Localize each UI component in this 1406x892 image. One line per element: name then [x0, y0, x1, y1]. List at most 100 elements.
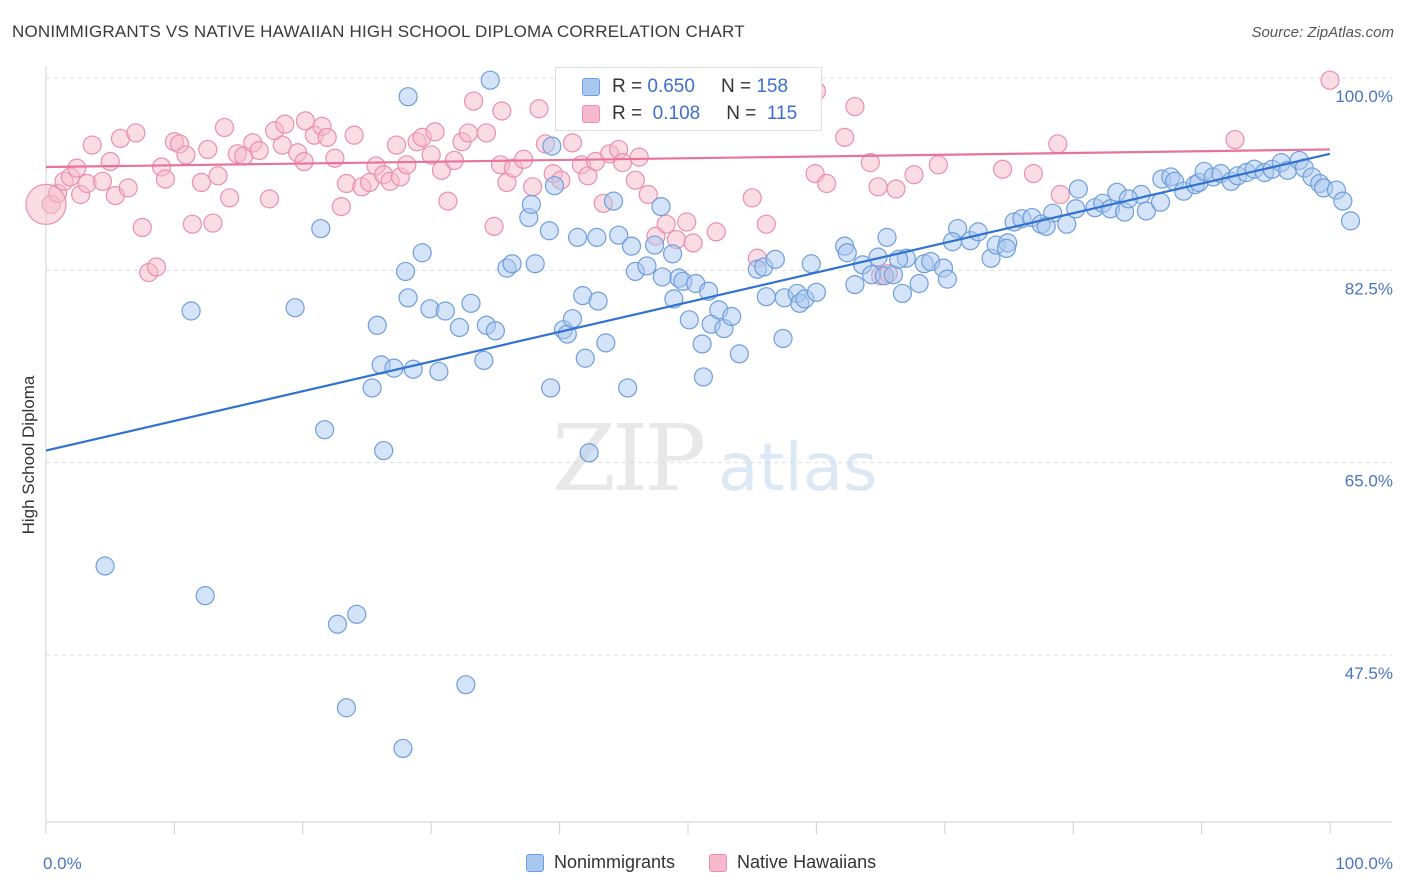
point-native-hawaiians [612, 153, 633, 173]
point-nonimmigrants [652, 267, 672, 287]
point-nonimmigrants [579, 443, 599, 463]
point-nonimmigrants [395, 261, 416, 282]
point-nonimmigrants [1340, 211, 1361, 231]
point-native-hawaiians [476, 123, 497, 143]
point-nonimmigrants [429, 361, 449, 382]
legend-r-value: 0.108 [652, 103, 701, 124]
point-nonimmigrants [542, 136, 562, 156]
point-native-hawaiians [203, 213, 223, 233]
watermark: ZIP atlas [552, 405, 878, 512]
point-nonimmigrants [502, 254, 522, 274]
point-native-hawaiians [132, 217, 152, 238]
point-nonimmigrants [1333, 191, 1353, 211]
point-nonimmigrants [544, 176, 565, 196]
legend-item-native-hawaiians[interactable]: Native Hawaiians [709, 852, 876, 873]
point-nonimmigrants [347, 604, 367, 624]
point-native-hawaiians [656, 214, 676, 234]
point-nonimmigrants [693, 367, 714, 387]
point-native-hawaiians [344, 125, 364, 145]
trend-lines [45, 148, 1331, 452]
trend-line-nonimmigrants [45, 152, 1331, 452]
point-nonimmigrants [485, 321, 505, 341]
point-native-hawaiians [214, 117, 235, 138]
point-native-hawaiians [386, 135, 407, 155]
point-nonimmigrants [541, 378, 561, 398]
legend-swatch-blue [526, 853, 544, 872]
point-nonimmigrants [645, 235, 665, 255]
trend-line-native-hawaiians [45, 148, 1331, 169]
source-label: Source: ZipAtlas.com [1251, 24, 1394, 41]
x-tick-label-min: 0.0% [43, 854, 82, 873]
grid-lines [46, 77, 1392, 656]
point-nonimmigrants [692, 334, 712, 354]
point-native-hawaiians [67, 158, 87, 178]
point-native-hawaiians [182, 214, 202, 234]
point-nonimmigrants [1068, 179, 1088, 199]
point-native-hawaiians [523, 177, 543, 197]
point-native-hawaiians [275, 114, 295, 134]
point-nonimmigrants [567, 227, 588, 247]
point-native-hawaiians [992, 159, 1013, 179]
point-native-hawaiians [562, 133, 583, 153]
point-nonimmigrants [311, 218, 331, 239]
point-nonimmigrants [474, 350, 494, 371]
series-nonimmigrants-points [95, 70, 1361, 759]
point-native-hawaiians [208, 166, 228, 186]
axis-labels: 47.5% 65.0% 82.5% 100.0% 0.0% 100.0% High Scho… [19, 87, 1393, 873]
point-nonimmigrants [393, 738, 413, 759]
point-native-hawaiians [1023, 164, 1043, 184]
point-native-hawaiians [706, 222, 726, 242]
chart-title: NONIMMIGRANTS VS NATIVE HAWAIIAN HIGH SC… [12, 22, 745, 41]
y-tick-label: 82.5% [1345, 279, 1393, 298]
legend-n-value: 158 [756, 76, 789, 97]
point-native-hawaiians [438, 191, 458, 211]
y-tick-label: 65.0% [1345, 472, 1393, 491]
point-native-hawaiians [484, 216, 504, 236]
series-legend: Nonimmigrants Native Hawaiians [526, 852, 910, 873]
point-nonimmigrants [729, 344, 749, 364]
legend-r-value: 0.650 [647, 76, 695, 97]
point-native-hawaiians [272, 135, 292, 155]
legend-item-nonimmigrants[interactable]: Nonimmigrants [526, 852, 675, 873]
point-nonimmigrants [877, 227, 897, 247]
point-nonimmigrants [539, 221, 559, 241]
point-native-hawaiians [904, 165, 924, 185]
point-nonimmigrants [596, 333, 616, 353]
legend-n-label: N = [720, 76, 752, 97]
point-nonimmigrants [412, 243, 432, 263]
point-native-hawaiians [421, 145, 441, 165]
legend-row-nonimmigrants: R = 0.650 N = 158 [582, 75, 788, 99]
legend-row-native-hawaiians: R = 0.108 N = 115 [582, 102, 797, 126]
point-nonimmigrants [937, 269, 957, 289]
point-nonimmigrants [587, 227, 607, 247]
legend-n-value: 115 [766, 103, 798, 124]
point-native-hawaiians [860, 153, 880, 173]
point-native-hawaiians [331, 196, 351, 217]
axes [45, 66, 1392, 834]
y-tick-label: 47.5% [1345, 664, 1393, 683]
point-native-hawaiians [198, 139, 218, 160]
series-native-hawaiians-points [25, 70, 1340, 286]
legend-n-label: N = [726, 103, 757, 124]
point-native-hawaiians [425, 122, 445, 142]
point-nonimmigrants [909, 273, 929, 294]
point-nonimmigrants [837, 243, 857, 263]
point-nonimmigrants [765, 249, 785, 269]
point-nonimmigrants [449, 317, 470, 338]
watermark-atlas: atlas [718, 429, 878, 506]
point-nonimmigrants [806, 282, 827, 302]
point-native-hawaiians [835, 127, 855, 147]
legend-swatch-pink [582, 105, 600, 123]
y-axis-title: High School Diploma [19, 375, 38, 534]
point-native-hawaiians [638, 184, 658, 205]
legend-label-native-hawaiians: Native Hawaiians [737, 852, 877, 872]
point-native-hawaiians [397, 155, 417, 175]
point-native-hawaiians [1050, 184, 1070, 205]
point-nonimmigrants [285, 298, 305, 318]
point-nonimmigrants [662, 244, 683, 264]
point-nonimmigrants [327, 614, 348, 634]
point-nonimmigrants [801, 254, 821, 274]
legend-swatch-blue [582, 78, 600, 96]
legend-swatch-pink [709, 853, 728, 872]
